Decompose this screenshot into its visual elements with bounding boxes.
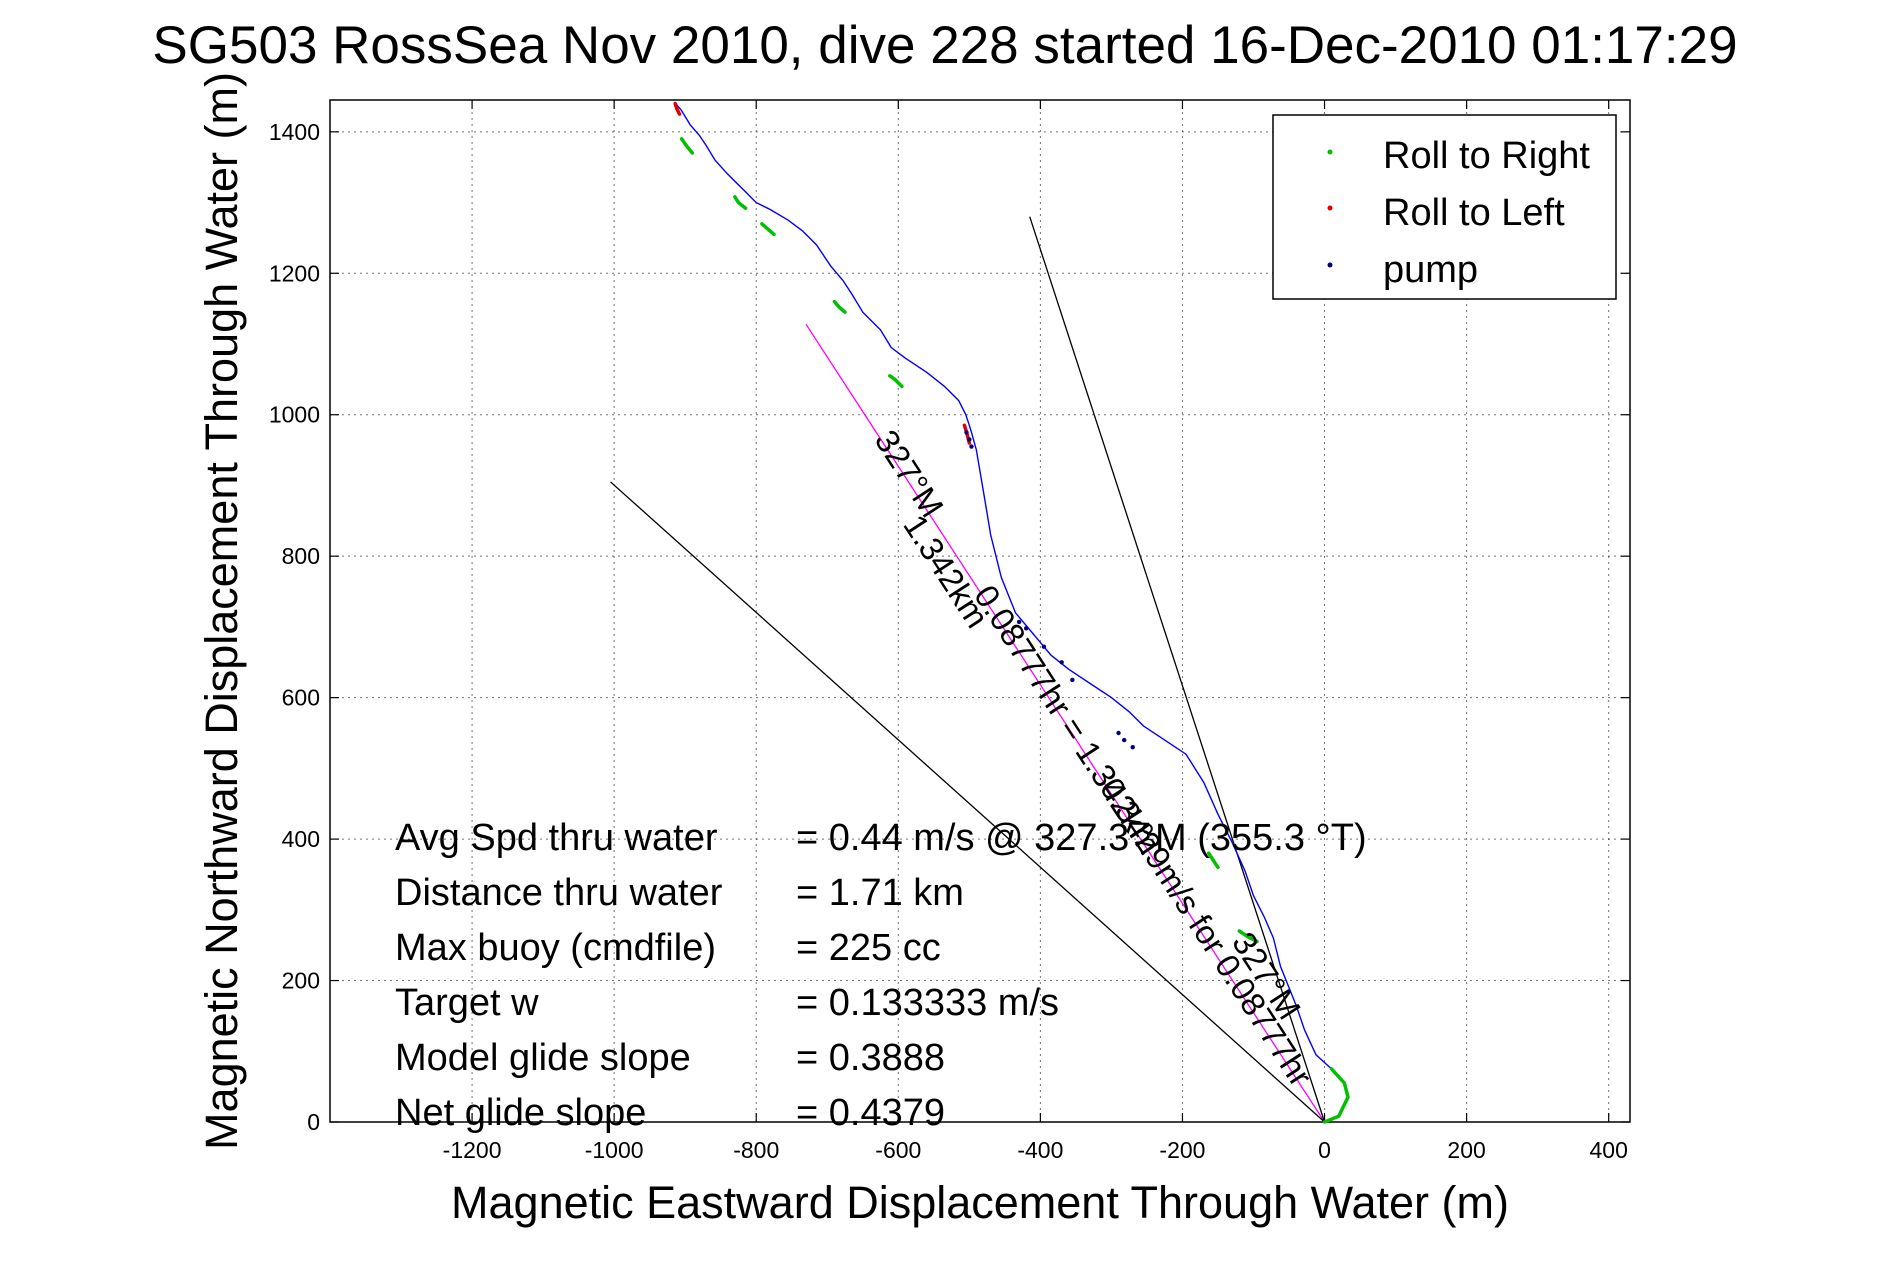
pump-point <box>1116 730 1121 736</box>
pump-point <box>1130 744 1135 750</box>
stat-label: Model glide slope <box>395 1037 691 1079</box>
legend-marker-roll-right <box>1327 149 1333 155</box>
roll-right-segment <box>1322 1067 1350 1124</box>
stat-value: = 1.71 km <box>796 872 964 914</box>
y-tick-label: 200 <box>282 968 320 994</box>
x-tick-label: -200 <box>1159 1137 1205 1163</box>
stat-label: Net glide slope <box>395 1092 646 1134</box>
stat-value: = 0.44 m/s @ 327.3 °M (355.3 °T) <box>796 817 1367 859</box>
series-layer <box>673 101 1350 1124</box>
stat-label: Distance thru water <box>395 872 723 914</box>
reference-line <box>805 323 1326 1123</box>
plot-area-frame <box>329 99 1631 1123</box>
legend-marker-roll-left <box>1327 205 1333 211</box>
x-tick-label: 0 <box>1318 1137 1331 1163</box>
pump-point <box>964 430 969 435</box>
legend-label-roll-left: Roll to Left <box>1383 192 1565 234</box>
roll-left-segment <box>673 101 682 116</box>
pump-point <box>1122 737 1127 743</box>
stat-value: = 225 cc <box>796 927 941 969</box>
stat-label: Max buoy (cmdfile) <box>395 927 716 969</box>
roll-right-segment <box>760 222 776 237</box>
pump-point <box>1041 644 1047 649</box>
reference-line <box>610 481 1325 1123</box>
roll-right-segment <box>1206 851 1220 870</box>
pump-point <box>1059 660 1064 665</box>
x-tick-label: 200 <box>1447 1137 1485 1163</box>
y-axis-title: Magnetic Northward Displacement Through … <box>196 72 247 1150</box>
stat-label: Avg Spd thru water <box>395 817 718 859</box>
x-tick-label: -1000 <box>585 1137 644 1163</box>
roll-right-segment <box>679 137 695 155</box>
reference-line <box>1029 216 1326 1123</box>
y-tick-label: 800 <box>282 543 320 569</box>
pump-point <box>1016 619 1022 625</box>
axis-ticks: -1200 -1000 -800 -600 -400 -200 0 200 400 0 200 400… <box>269 100 1630 1163</box>
roll-right-segment <box>832 299 847 314</box>
y-tick-label: 400 <box>282 826 320 852</box>
legend-label-roll-right: Roll to Right <box>1383 135 1590 177</box>
stat-label: Target w <box>395 982 539 1024</box>
x-tick-label: -400 <box>1017 1137 1063 1163</box>
y-tick-label: 1200 <box>269 260 320 286</box>
legend: Roll to Right Roll to Left pump <box>1272 114 1617 300</box>
pump-point <box>1023 626 1029 631</box>
track-annotation: 327°M <box>868 423 951 523</box>
x-tick-label: 400 <box>1590 1137 1628 1163</box>
roll-right-segment <box>888 374 904 389</box>
legend-label-pump: pump <box>1383 249 1478 291</box>
reference-lines <box>610 216 1326 1123</box>
roll-right-segment <box>733 195 748 210</box>
y-tick-label: 1400 <box>269 119 320 145</box>
pump-point <box>967 437 972 442</box>
stat-value: = 0.133333 m/s <box>796 982 1059 1024</box>
series-line-track <box>673 101 1349 1123</box>
stat-value: = 0.4379 <box>796 1092 945 1134</box>
y-tick-label: 600 <box>282 685 320 711</box>
x-tick-label: -800 <box>733 1137 779 1163</box>
roll-right-segment <box>1237 929 1259 944</box>
chart-title: SG503 RossSea Nov 2010, dive 228 started… <box>152 16 1737 75</box>
pump-point <box>969 444 974 449</box>
y-tick-label: 0 <box>307 1109 320 1135</box>
stat-value: = 0.3888 <box>796 1037 945 1079</box>
x-axis-title: Magnetic Eastward Displacement Through W… <box>451 1177 1509 1228</box>
x-tick-label: -600 <box>875 1137 921 1163</box>
pump-point <box>1070 677 1075 683</box>
x-tick-label: -1200 <box>443 1137 502 1163</box>
y-tick-label: 1000 <box>269 402 320 428</box>
legend-marker-pump <box>1327 262 1333 268</box>
stats-block: Avg Spd thru water = 0.44 m/s @ 327.3 °M… <box>395 817 1367 1134</box>
